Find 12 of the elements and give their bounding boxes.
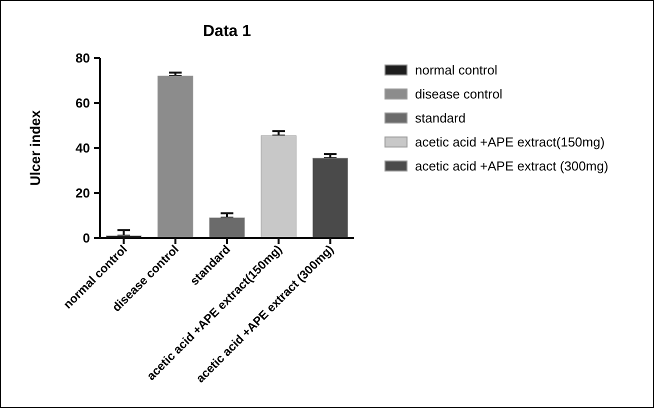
y-tick-label: 80 — [76, 50, 90, 66]
legend-label: acetic acid +APE extract(150mg) — [415, 134, 605, 150]
legend-label: normal control — [415, 62, 498, 78]
chart-title: Data 1 — [202, 23, 252, 40]
legend-label: standard — [415, 110, 466, 126]
y-tick-label: 60 — [76, 96, 90, 111]
y-tick-label: 40 — [76, 140, 90, 156]
y-axis-title: Ulcer index — [27, 110, 43, 186]
legend-label: acetic acid +APE extract (300mg) — [415, 158, 608, 174]
legend-label: disease control — [415, 86, 503, 102]
y-tick-label: 0 — [82, 230, 90, 246]
y-tick-label: 20 — [76, 186, 90, 201]
